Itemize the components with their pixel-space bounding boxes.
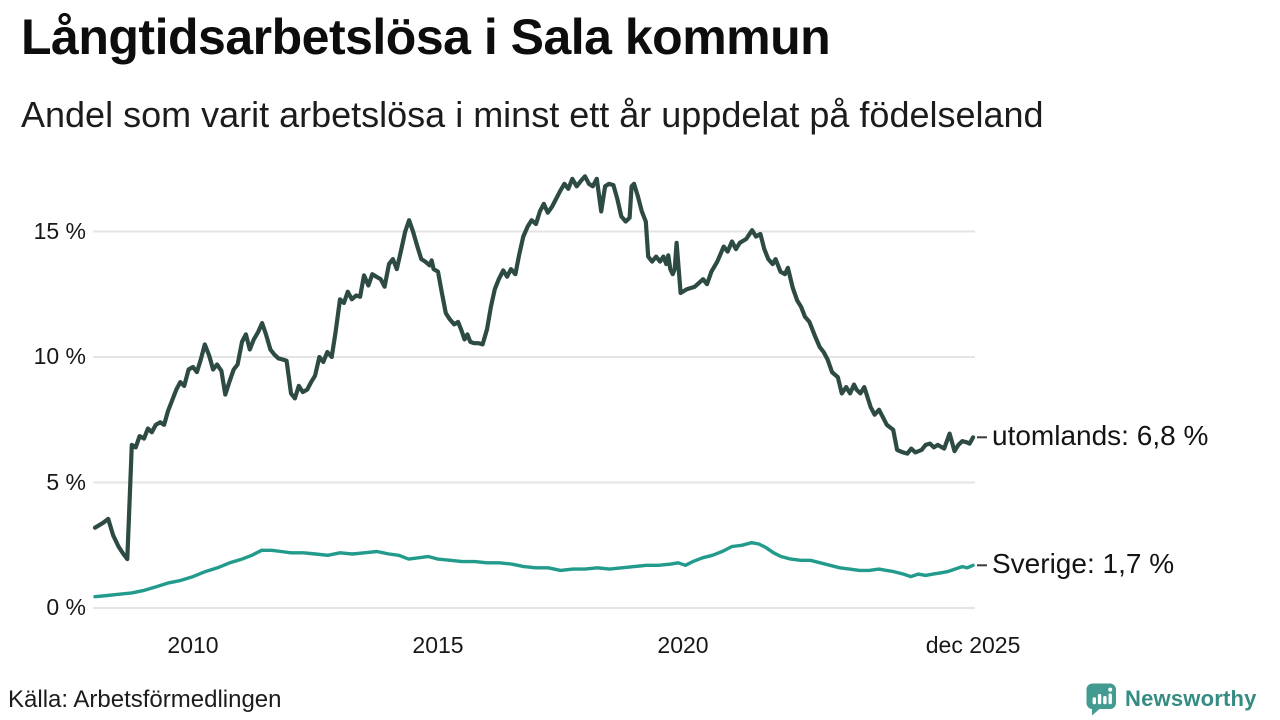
y-axis-tick-10: 10 %	[33, 343, 86, 369]
x-axis-tick-2010: 2010	[167, 632, 219, 658]
series-line-sverige	[93, 541, 975, 599]
x-axis-tick-2015: 2015	[412, 632, 464, 658]
newsworthy-branding-link[interactable]: Newsworthy	[1086, 682, 1257, 716]
series-line-utomlands	[92, 174, 976, 562]
newsworthy-wordmark: Newsworthy	[1125, 686, 1257, 711]
y-axis-tick-5: 5 %	[46, 468, 86, 495]
x-axis-tick-dec-2025: dec 2025	[925, 632, 1021, 658]
y-axis-tick-0: 0 %	[46, 594, 86, 620]
x-axis-tick-2020: 2020	[657, 632, 709, 658]
page-title: Långtidsarbetslösa i Sala kommun	[21, 9, 831, 65]
page-subtitle: Andel som varit arbetslösa i minst ett å…	[21, 94, 1044, 135]
source-note: Källa: Arbetsförmedlingen	[8, 686, 282, 713]
y-axis-tick-15: 15 %	[33, 217, 86, 244]
series-end-label-utomlands: utomlands: 6,8 %	[992, 420, 1209, 452]
newsworthy-logo-icon	[1086, 683, 1117, 716]
series-end-label-sverige: Sverige: 1,7 %	[992, 548, 1175, 580]
x-axis-labels: 2010 2015 2020 dec 2025	[0, 632, 1280, 666]
y-axis-labels: 0 % 5 % 10 % 15 %	[0, 0, 86, 720]
